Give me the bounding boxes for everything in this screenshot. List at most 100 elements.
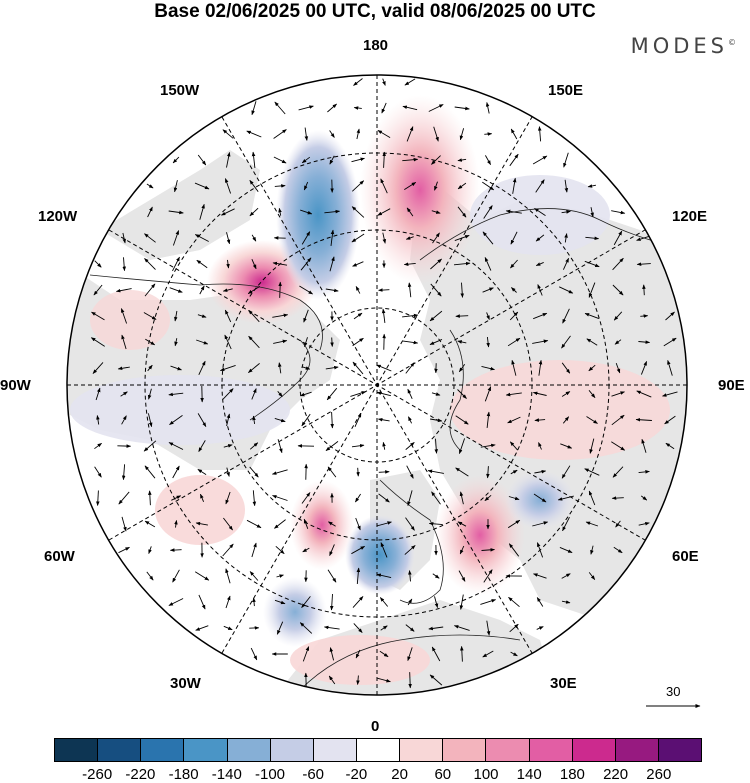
wind-vector: [508, 596, 520, 608]
wind-vector: [507, 519, 521, 529]
colorbar-box: [572, 739, 616, 761]
colorbar-box: [141, 739, 185, 761]
wind-vector: [251, 101, 257, 116]
wind-vector: [636, 390, 652, 398]
wind-vector: [382, 78, 386, 86]
wind-vector: [427, 469, 444, 474]
wind-vector: [223, 517, 233, 531]
wind-vector: [168, 392, 184, 397]
wind-vector: [431, 392, 441, 396]
wind-vector: [561, 391, 571, 397]
wind-vector: [252, 597, 256, 607]
wind-vector: [222, 129, 234, 139]
wind-vector: [352, 596, 364, 608]
colorbar-tick-label: -20: [345, 766, 368, 783]
wind-vector: [382, 151, 386, 168]
wind-vector: [222, 288, 233, 292]
wind-vector: [196, 339, 209, 345]
wind-vector: [511, 287, 517, 293]
wind-vector: [431, 155, 441, 165]
wind-vector: [458, 363, 466, 373]
wind-vector: [249, 207, 259, 217]
wind-vector: [458, 438, 466, 455]
wind-vector: [431, 210, 441, 214]
wind-vector: [324, 209, 341, 214]
lon-label-120e: 120E: [672, 208, 708, 225]
wind-vector: [638, 340, 651, 344]
wind-vector: [404, 78, 416, 86]
wind-vector: [95, 387, 101, 401]
wind-vector: [115, 288, 132, 293]
wind-vector: [460, 645, 464, 662]
lon-label-60e: 60E: [672, 548, 699, 565]
wind-vector: [277, 391, 283, 398]
wind-vector: [226, 232, 231, 245]
wind-vector: [635, 417, 652, 422]
wind-vector: [460, 282, 465, 298]
wind-vector: [642, 284, 646, 296]
wind-vector: [301, 156, 311, 164]
colorbar-box: [658, 739, 702, 761]
wind-vector: [559, 286, 574, 294]
lon-label-90w: 90W: [0, 377, 31, 394]
wind-vector: [457, 158, 467, 162]
wind-vector: [455, 314, 469, 318]
wind-vector: [302, 547, 310, 553]
wind-vector: [172, 156, 180, 164]
wind-vector: [509, 153, 519, 167]
wind-vector: [352, 261, 364, 267]
wind-vector: [143, 440, 157, 452]
wind-vector: [611, 496, 624, 500]
wind-vector: [560, 443, 573, 449]
colorbar-box: [55, 739, 99, 761]
wind-vector: [484, 256, 492, 271]
wind-vector: [430, 418, 443, 423]
wind-vector: [168, 598, 184, 606]
wind-vector: [169, 287, 183, 293]
wind-vector: [485, 102, 490, 114]
wind-vector: [534, 418, 546, 422]
lon-label-30w: 30W: [170, 675, 201, 692]
wind-vector: [406, 207, 414, 217]
wind-vector: [303, 309, 309, 323]
wind-vector: [588, 490, 596, 506]
wind-vector: [535, 261, 544, 267]
wind-vector: [194, 571, 210, 581]
wind-vector: [94, 442, 102, 450]
wind-vector: [402, 340, 419, 345]
negative-anomaly-eastatlantic: [263, 577, 327, 647]
wind-vector: [561, 210, 571, 214]
wind-vector: [168, 210, 184, 215]
wind-vector: [378, 493, 390, 503]
wind-vector: [117, 366, 130, 371]
wind-vector: [197, 413, 207, 427]
colorbar-box: [98, 739, 142, 761]
wind-vector: [484, 386, 492, 402]
wind-vector: [431, 646, 441, 662]
wind-vector: [120, 308, 128, 324]
wind-vector: [273, 156, 287, 164]
wind-vector: [403, 262, 416, 266]
wind-vector: [224, 309, 232, 323]
colorbar-box: [529, 739, 573, 761]
wind-vector: [459, 128, 465, 141]
wind-vector: [434, 596, 439, 609]
wind-vector: [480, 443, 496, 448]
wind-vector: [198, 440, 206, 452]
wind-vector: [275, 545, 285, 555]
graticule: [67, 75, 687, 695]
wind-vector: [148, 546, 152, 555]
wind-vector: [561, 362, 571, 374]
wind-vector: [248, 335, 260, 349]
wind-vector: [327, 466, 337, 478]
wind-vector: [121, 415, 127, 425]
wind-vector: [329, 544, 335, 557]
lon-label-90e: 90E: [718, 377, 745, 394]
wind-vector: [562, 257, 570, 270]
wind-vector: [454, 106, 470, 111]
wind-vector: [356, 675, 360, 685]
positive-anomaly-centralasia: [450, 360, 670, 460]
colorbar-tick-label: -220: [125, 766, 156, 783]
wind-vector: [405, 517, 415, 531]
wind-vector: [303, 518, 309, 529]
